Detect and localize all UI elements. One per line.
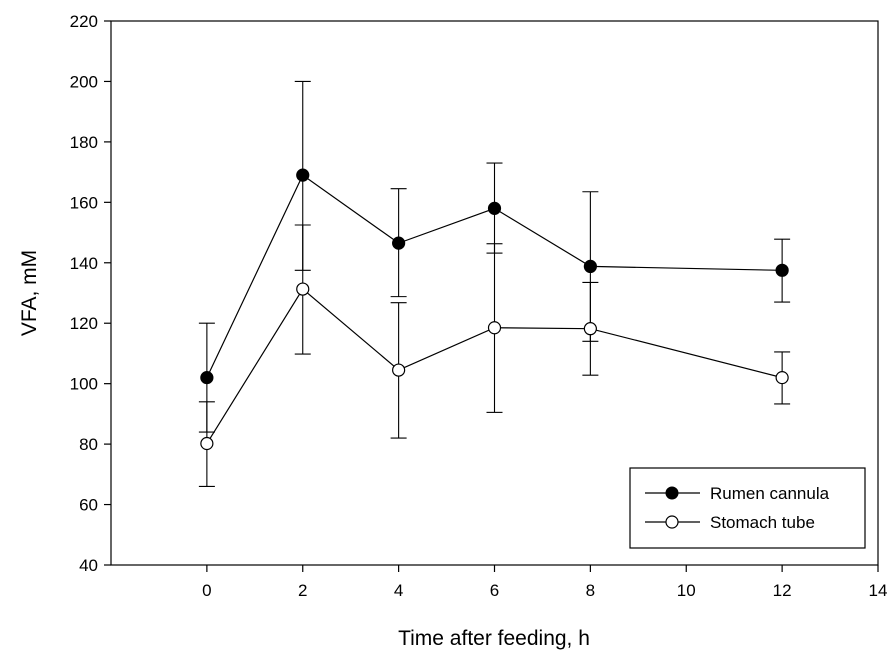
data-point: [296, 282, 310, 296]
data-point: [392, 363, 406, 377]
legend-marker-stomach: [665, 515, 679, 529]
x-tick-label: 12: [773, 581, 792, 600]
y-tick-label: 100: [70, 375, 98, 394]
x-tick-label: 6: [490, 581, 499, 600]
data-point: [487, 201, 502, 215]
legend-label-stomach: Stomach tube: [710, 513, 815, 532]
x-axis-title: Time after feeding, h: [398, 627, 590, 650]
x-tick-label: 10: [677, 581, 696, 600]
data-point: [487, 321, 502, 335]
series-1: [198, 224, 791, 487]
data-point: [775, 263, 789, 277]
x-tick-label: 8: [586, 581, 595, 600]
series-line: [206, 288, 783, 444]
data-point: [200, 371, 214, 385]
legend-marker-rumen: [665, 486, 679, 500]
x-tick-label: 2: [298, 581, 307, 600]
data-point: [775, 371, 789, 385]
data-point: [296, 168, 310, 182]
y-tick-label: 220: [70, 12, 98, 31]
data-point: [392, 236, 406, 250]
x-tick-label: 0: [202, 581, 211, 600]
y-tick-label: 60: [79, 496, 98, 515]
y-tick-label: 180: [70, 133, 98, 152]
series-layer: [198, 80, 791, 487]
legend-label-rumen: Rumen cannula: [710, 484, 830, 503]
data-point: [583, 259, 597, 274]
axis-ticks: 40 60 80 100 120 140 160 180 200 220 0 2 4 6 8 10 12 14: [70, 12, 888, 600]
series-line: [206, 174, 783, 378]
y-tick-label: 40: [79, 556, 98, 575]
y-tick-label: 80: [79, 435, 98, 454]
data-point: [583, 322, 597, 336]
legend: Rumen cannula Stomach tube: [629, 467, 866, 549]
x-tick-label: 4: [394, 581, 403, 600]
y-axis-title: VFA, mM: [18, 250, 41, 336]
y-tick-label: 140: [70, 254, 98, 273]
data-point: [200, 436, 214, 451]
x-tick-label: 14: [869, 581, 888, 600]
y-tick-label: 120: [70, 314, 98, 333]
y-tick-label: 200: [70, 72, 98, 91]
y-tick-label: 160: [70, 193, 98, 212]
legend-box: [629, 467, 866, 549]
